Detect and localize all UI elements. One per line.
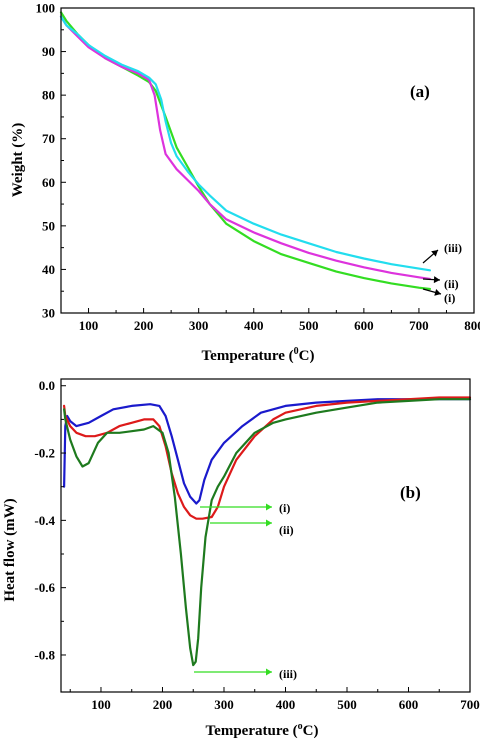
tga-series-group — [59, 11, 431, 291]
y-tick-label: -0.4 — [34, 513, 55, 528]
x-tick-label: 600 — [399, 697, 419, 712]
curve-label-b: (iii) — [279, 667, 297, 681]
y-axis-title-a: Weight (%) — [10, 123, 26, 198]
x-tick-label: 300 — [214, 697, 234, 712]
chart-panel-b: 100 200 300 400 500 600 700 0.0 -0.2 -0.4 -0.6 -0.… — [2, 378, 480, 739]
x-tick-label: 500 — [337, 697, 357, 712]
x-axis-ticks-a: 100 200 300 400 500 600 700 800 — [79, 308, 480, 333]
x-tick-label: 100 — [91, 697, 111, 712]
series-line-b-3 — [62, 398, 472, 667]
y-tick-label: 90 — [42, 44, 55, 59]
annotation-arrow-i — [200, 503, 272, 511]
chart-panel-a: 100 200 300 400 500 600 700 800 30 40 50 60 70 80 90 1… — [10, 1, 480, 365]
panel-label-b: (b) — [400, 483, 421, 502]
series-line-b-1 — [62, 398, 472, 505]
curve-label-a: (i) — [444, 291, 455, 305]
dsc-series-group — [62, 396, 472, 667]
x-tick-label: 700 — [409, 318, 429, 333]
y-tick-label: 30 — [42, 306, 55, 321]
x-tick-label: 100 — [79, 318, 99, 333]
y-tick-label: 0.0 — [39, 378, 55, 393]
plot-frame-b — [60, 378, 471, 693]
y-tick-label: 40 — [42, 262, 55, 277]
x-tick-label: 400 — [244, 318, 264, 333]
y-tick-label: -0.2 — [34, 446, 55, 461]
y-tick-label: 70 — [42, 131, 55, 146]
y-axis-title-b: Heat flow (mW) — [2, 498, 18, 601]
y-tick-label: 80 — [42, 88, 55, 103]
x-tick-label: 400 — [276, 697, 296, 712]
x-axis-ticks-b: 100 200 300 400 500 600 700 — [69, 687, 480, 712]
y-tick-label: -0.6 — [34, 580, 55, 595]
x-tick-label: 800 — [464, 318, 480, 333]
x-tick-label: 700 — [460, 697, 480, 712]
annotation-arrow-iii — [194, 668, 272, 676]
curve-label-b: (ii) — [279, 523, 294, 537]
y-tick-label: -0.8 — [34, 647, 55, 662]
panel-label-a: (a) — [410, 82, 430, 101]
x-axis-title-a: Temperature (0C) — [202, 346, 315, 364]
series-line-a-2 — [59, 15, 431, 281]
y-tick-label: 50 — [42, 218, 55, 233]
x-tick-label: 600 — [354, 318, 374, 333]
series-annotations-b: (i) (ii) (iii) — [194, 501, 297, 681]
curve-label-b: (i) — [279, 501, 290, 515]
x-axis-title-b: Temperature (oC) — [206, 721, 319, 739]
annotation-arrow-iii — [422, 249, 439, 264]
series-line-b-2 — [62, 396, 472, 520]
x-tick-label: 300 — [189, 318, 209, 333]
y-tick-label: 100 — [36, 1, 56, 16]
annotation-arrow-ii — [422, 276, 441, 284]
series-line-a-1 — [59, 11, 431, 291]
y-axis-ticks-a: 30 40 50 60 70 80 90 100 — [36, 1, 66, 321]
x-tick-label: 200 — [153, 697, 173, 712]
annotation-arrow-ii — [210, 519, 272, 527]
y-axis-ticks-b: 0.0 -0.2 -0.4 -0.6 -0.8 — [34, 378, 66, 662]
curve-label-a: (ii) — [444, 277, 459, 291]
x-tick-label: 200 — [134, 318, 154, 333]
y-tick-label: 60 — [42, 175, 55, 190]
x-tick-label: 500 — [299, 318, 319, 333]
series-annotations-a: (iii) (ii)(i) — [422, 241, 462, 305]
curve-label-a: (iii) — [444, 241, 462, 255]
series-line-a-3 — [59, 15, 431, 272]
annotation-arrow-i — [422, 288, 442, 296]
